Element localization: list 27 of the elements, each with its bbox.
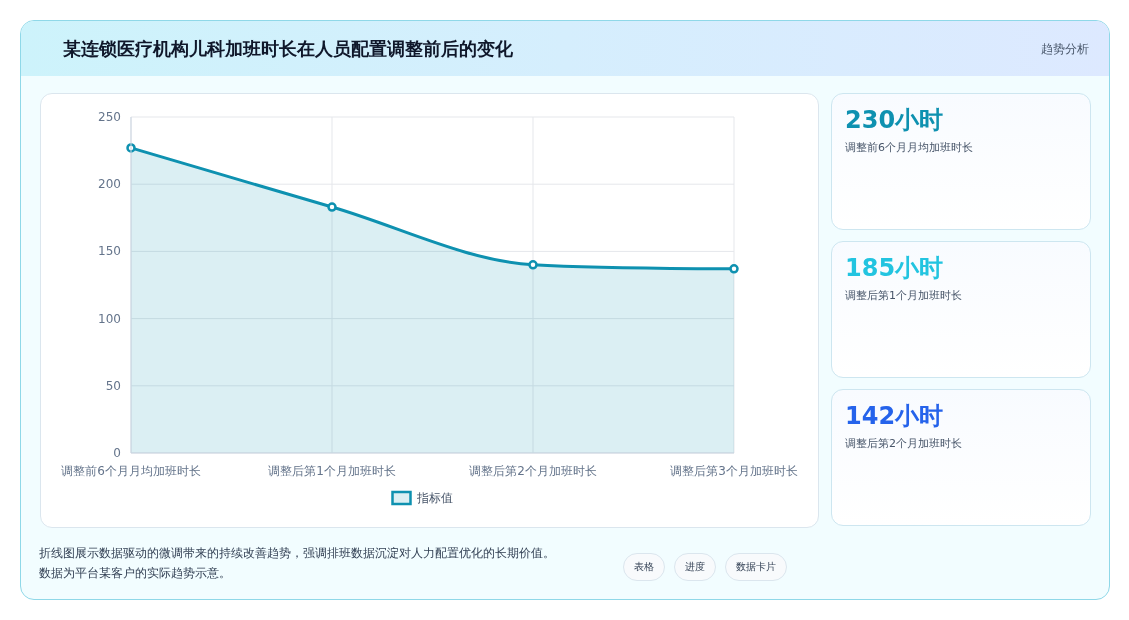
- text: 折线图展示数据驱动的微调带来的持续改善趋势，强调排班数据沉淀对人力配置优化的长期价值。: [39, 545, 555, 562]
- text: 142小时: [845, 401, 944, 432]
- y-tick-label: 50: [105, 378, 121, 393]
- x-tick-label: 调整后第2个月加班时长: [469, 464, 597, 478]
- chart-title: 某连锁医疗机构儿科加班时长在人员配置调整前后的变化: [63, 37, 513, 61]
- point: [528, 260, 538, 270]
- legend-label: 指标值: [415, 491, 453, 505]
- text: 230小时: [845, 105, 944, 136]
- text: 数据卡片: [725, 553, 787, 581]
- x-tick-label: 调整前6个月月均加班时长: [61, 464, 201, 478]
- text: 调整后第2个月加班时长: [845, 436, 962, 451]
- x-tick-label: 调整后第1个月加班时长: [268, 464, 396, 478]
- y-tick-label: 0: [113, 446, 121, 460]
- y-tick-label: 250: [98, 110, 121, 124]
- text: 185小时: [845, 253, 944, 284]
- point: [729, 264, 739, 274]
- text: 趋势分析: [1041, 41, 1089, 58]
- text: 调整前6个月月均加班时长: [845, 140, 973, 155]
- y-tick-label: 150: [98, 244, 121, 259]
- text: 表格: [623, 553, 665, 581]
- y-tick-label: 200: [98, 177, 121, 192]
- text: 进度: [674, 553, 716, 581]
- point: [327, 202, 337, 212]
- text: 数据为平台某客户的实际趋势示意。: [39, 565, 232, 582]
- text: 调整后第1个月加班时长: [845, 288, 962, 303]
- y-tick-label: 100: [98, 311, 121, 326]
- x-tick-label: 调整后第3个月加班时长: [670, 464, 798, 478]
